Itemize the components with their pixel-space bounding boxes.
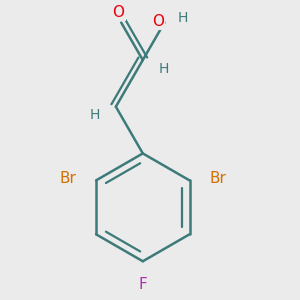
Text: O: O — [112, 5, 124, 20]
Text: H: H — [159, 61, 169, 76]
Text: Br: Br — [210, 171, 226, 186]
Text: F: F — [138, 277, 147, 292]
Text: H: H — [90, 108, 100, 122]
Text: O: O — [152, 14, 164, 29]
Text: Br: Br — [59, 171, 76, 186]
Text: H: H — [177, 11, 188, 25]
